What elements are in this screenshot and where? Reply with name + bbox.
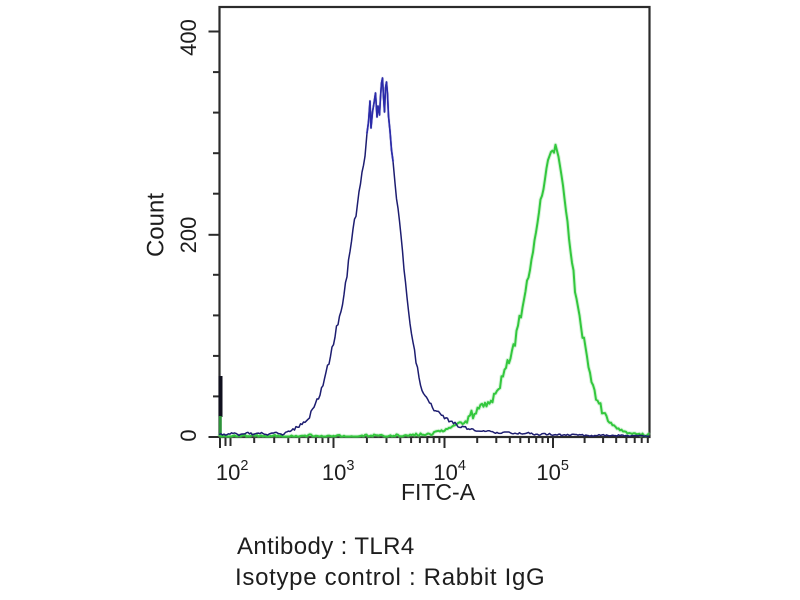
svg-text:Antibody : TLR4: Antibody : TLR4 — [237, 533, 415, 560]
svg-text:104: 104 — [433, 458, 466, 485]
svg-text:FITC-A: FITC-A — [401, 479, 476, 505]
svg-text:200: 200 — [176, 217, 201, 254]
svg-text:Count: Count — [143, 193, 170, 257]
svg-text:400: 400 — [176, 19, 201, 56]
svg-text:0: 0 — [176, 429, 201, 441]
svg-text:Isotype control : Rabbit IgG: Isotype control : Rabbit IgG — [235, 564, 545, 591]
